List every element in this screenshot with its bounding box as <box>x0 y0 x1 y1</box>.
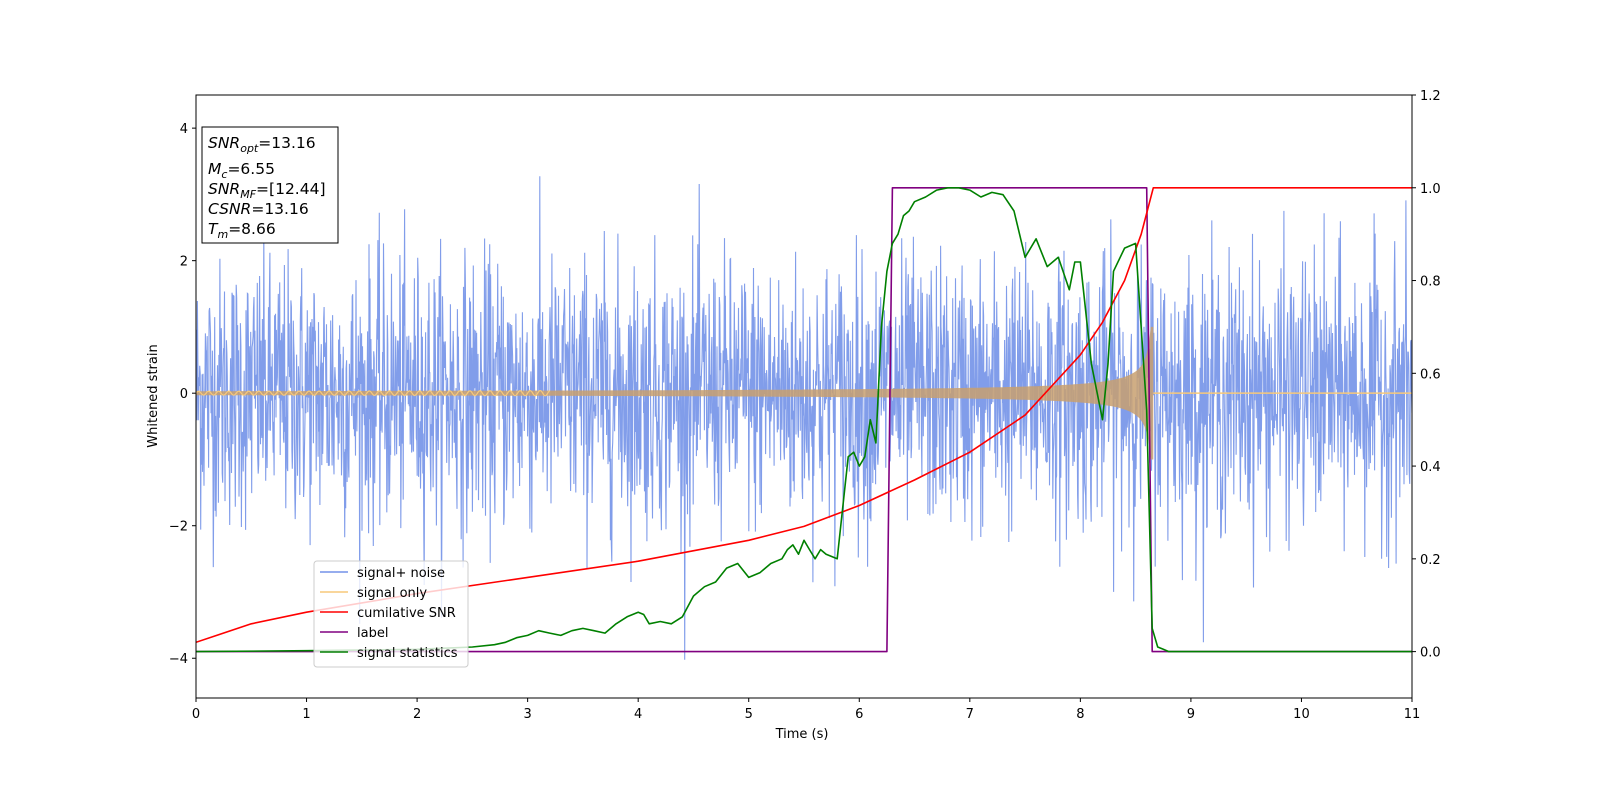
series-signal-statistics <box>196 187 1412 653</box>
y-right-tick-label: 1.0 <box>1420 182 1441 197</box>
y-left-tick-label: 2 <box>180 255 188 270</box>
info-mc: Mc=6.55 <box>208 160 275 181</box>
legend-label-label: label <box>357 626 388 641</box>
x-tick-label: 2 <box>413 707 421 722</box>
x-tick-label: 10 <box>1293 707 1310 722</box>
plot-frame <box>195 94 1413 699</box>
x-tick-label: 11 <box>1404 707 1421 722</box>
y-right-tick-label: 0.8 <box>1420 275 1441 290</box>
y-right-tick-label: 0.0 <box>1420 646 1441 661</box>
y-left-tick-label: −2 <box>169 520 188 535</box>
y-left-tick-label: 4 <box>180 122 188 137</box>
legend-label-signal-only: signal only <box>357 586 427 601</box>
x-tick-label: 6 <box>855 707 863 722</box>
y-right-tick-label: 0.4 <box>1420 460 1441 475</box>
info-tm: Tm=8.66 <box>208 220 276 241</box>
x-axis-label: Time (s) <box>775 727 829 742</box>
y-right-tick-label: 0.2 <box>1420 553 1441 568</box>
series-signal-only <box>196 389 551 397</box>
x-tick-label: 5 <box>745 707 753 722</box>
legend: signal+ noise signal only cumilative SNR… <box>313 560 469 668</box>
x-tick-label: 0 <box>192 707 200 722</box>
info-box-frame <box>201 126 339 244</box>
legend-label-signal-statistics: signal statistics <box>357 646 458 661</box>
series-signal-noise <box>196 176 1412 660</box>
series-signal-only-envelope <box>196 326 1154 460</box>
y-left-tick-label: −4 <box>169 652 188 667</box>
x-tick-label: 8 <box>1076 707 1084 722</box>
info-snr-mf: SNRMF=[12.44] <box>208 180 326 201</box>
info-box: SNRopt=13.16 Mc=6.55 SNRMF=[12.44] CSNR=… <box>201 126 339 244</box>
x-tick-label: 9 <box>1187 707 1195 722</box>
x-tick-label: 7 <box>966 707 974 722</box>
x-tick-label: 1 <box>302 707 310 722</box>
x-tick-label: 4 <box>634 707 642 722</box>
legend-label-cumulative-snr: cumilative SNR <box>357 606 456 621</box>
y-left-tick-label: 0 <box>180 387 188 402</box>
x-axis: 0 1 2 3 4 5 6 7 8 9 10 11 <box>192 698 1420 722</box>
y-axis-label: Whitened strain <box>146 344 161 447</box>
info-csnr: CSNR=13.16 <box>208 200 309 218</box>
info-snr-opt: SNRopt=13.16 <box>208 134 316 155</box>
y-axis-left: −4 −2 0 2 4 <box>169 122 196 667</box>
y-right-tick-label: 1.2 <box>1420 89 1441 104</box>
legend-frame <box>313 560 469 668</box>
y-right-tick-label: 0.6 <box>1420 367 1441 382</box>
y-axis-right: 0.0 0.2 0.4 0.6 0.8 1.0 1.2 <box>1412 89 1441 661</box>
legend-label-signal-noise: signal+ noise <box>357 566 445 581</box>
x-tick-label: 3 <box>523 707 531 722</box>
